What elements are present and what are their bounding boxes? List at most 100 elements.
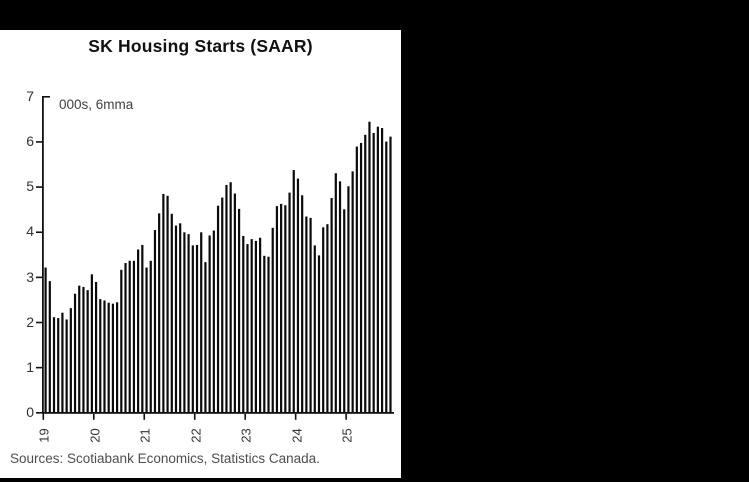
- x-tick: [92, 413, 95, 420]
- bar: [61, 312, 64, 412]
- bar: [305, 216, 308, 412]
- y-axis: [42, 96, 44, 414]
- bar: [301, 195, 304, 412]
- bar: [372, 133, 375, 412]
- bar: [292, 170, 295, 412]
- bar: [200, 232, 203, 412]
- x-tick: [244, 413, 246, 420]
- x-tick-label: 20: [87, 428, 103, 443]
- bar: [149, 260, 152, 412]
- bar: [195, 244, 199, 412]
- y-tick: [36, 366, 43, 369]
- bar: [313, 245, 316, 412]
- y-tick: [36, 231, 43, 234]
- bar: [355, 146, 358, 412]
- bar: [128, 260, 131, 412]
- bar: [317, 255, 321, 412]
- bar: [137, 249, 140, 412]
- bar: [322, 227, 325, 412]
- bar: [78, 285, 81, 412]
- y-tick: [36, 276, 43, 279]
- bar: [179, 223, 182, 412]
- bar: [330, 198, 333, 412]
- bar: [326, 224, 329, 412]
- bar: [359, 142, 363, 412]
- bar: [145, 267, 148, 412]
- y-tick-label: 4: [26, 223, 34, 240]
- bar: [57, 318, 60, 412]
- bar: [296, 178, 300, 412]
- bar: [158, 213, 161, 412]
- bar: [376, 126, 379, 412]
- y-tick-label: 1: [26, 358, 34, 375]
- bar: [263, 255, 266, 412]
- bar: [280, 203, 283, 412]
- bar: [242, 235, 245, 412]
- bar: [111, 303, 114, 412]
- y-tick: [36, 412, 43, 414]
- bar: [389, 136, 392, 412]
- x-tick-label: 21: [137, 428, 153, 443]
- bar: [94, 281, 98, 412]
- bar: [221, 197, 224, 412]
- bar: [212, 230, 215, 412]
- bar: [259, 237, 262, 412]
- bar: [86, 290, 89, 412]
- bar: [237, 208, 241, 412]
- bar: [48, 281, 51, 412]
- bar: [153, 230, 157, 412]
- bar: [309, 217, 312, 412]
- x-tick: [143, 413, 146, 420]
- bar: [288, 192, 291, 412]
- bar: [69, 308, 72, 412]
- bar: [82, 286, 85, 412]
- bar: [233, 193, 236, 412]
- source-note: Sources: Scotiabank Economics, Statistic…: [10, 451, 320, 466]
- bar: [267, 256, 270, 412]
- y-tick-label: 6: [26, 133, 34, 150]
- bar: [229, 182, 232, 412]
- x-axis: [42, 412, 394, 414]
- bar-chart: [36, 96, 394, 420]
- x-tick-label: 22: [188, 428, 204, 443]
- y-tick-label: 7: [26, 88, 34, 104]
- bar: [65, 319, 68, 412]
- x-tick-label: 24: [289, 428, 305, 443]
- bar: [271, 227, 274, 412]
- bar: [187, 234, 190, 412]
- x-tick-label: 19: [36, 428, 52, 443]
- bar: [99, 299, 102, 412]
- y-tick-label: 0: [26, 404, 34, 420]
- x-tick: [294, 413, 297, 420]
- bar: [351, 171, 354, 412]
- bar: [246, 244, 249, 412]
- axis-units-note: 000s, 6mma: [59, 97, 134, 112]
- bar: [141, 244, 144, 412]
- y-tick: [36, 321, 43, 324]
- bar: [385, 141, 388, 412]
- bar: [380, 128, 384, 413]
- bar: [107, 302, 110, 412]
- y-tick: [36, 141, 43, 143]
- bar: [334, 173, 337, 412]
- bar: [174, 225, 178, 412]
- bar: [368, 121, 371, 412]
- bar: [338, 181, 342, 412]
- bar: [275, 206, 279, 412]
- x-tick-label: 25: [339, 428, 355, 443]
- bar: [166, 195, 169, 412]
- bar: [44, 267, 47, 412]
- bar: [103, 300, 106, 412]
- bar: [132, 260, 136, 412]
- bar: [216, 205, 220, 412]
- bar: [364, 134, 367, 412]
- x-tick: [42, 413, 45, 420]
- y-tick-label: 5: [26, 178, 34, 195]
- chart-title: SK Housing Starts (SAAR): [88, 36, 313, 56]
- bar: [73, 293, 77, 412]
- bar: [204, 262, 207, 412]
- bar: [191, 245, 194, 412]
- bar: [225, 184, 228, 412]
